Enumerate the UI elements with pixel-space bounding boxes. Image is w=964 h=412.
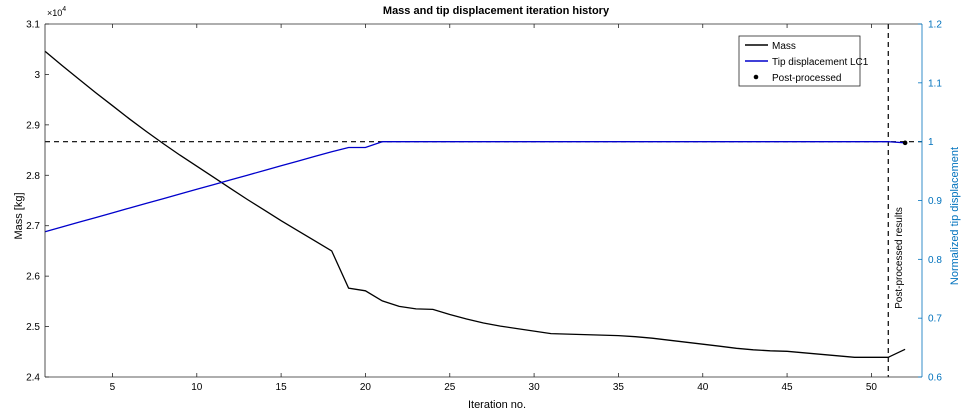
y-right-tick-label: 1.1 (928, 78, 942, 89)
y-right-tick-label: 0.8 (928, 255, 942, 266)
y-axis-left-label: Mass [kg] (13, 192, 25, 239)
x-tick-label: 20 (360, 382, 372, 393)
x-tick-label: 40 (697, 382, 709, 393)
y-right-tick-label: 1.2 (928, 20, 942, 31)
y-right-tick-label: 0.7 (928, 314, 942, 325)
y-left-tick-label: 2.9 (26, 120, 40, 131)
x-axis-label: Iteration no. (468, 399, 526, 411)
axes-layer: 5 10 15 20 25 30 35 40 45 50 2.4 2.5 2.6 2.7 2.8 2.9 3 3.… (26, 20, 942, 394)
series-mass-line (44, 50, 906, 358)
legend-post-label: Post-processed (772, 73, 841, 84)
legend-post-marker (753, 74, 759, 80)
y-left-tick-label: 2.6 (26, 272, 40, 283)
y-left-tick-label: 2.7 (26, 221, 40, 232)
series-tip-displacement-line (44, 141, 906, 233)
chart-title: Mass and tip displacement iteration hist… (383, 5, 610, 17)
legend: Mass Tip displacement LC1 Post-processed (738, 35, 869, 87)
x-tick-label: 30 (529, 382, 541, 393)
x-tick-label: 50 (866, 382, 878, 393)
x-tick-label: 25 (444, 382, 456, 393)
y-right-tick-label: 0.9 (928, 196, 942, 207)
data-layer (44, 24, 922, 377)
y-left-tick-label: 3 (34, 70, 40, 81)
y-axis-right-label: Normalized tip displacement (949, 147, 961, 285)
y-right-tick-label: 1 (928, 137, 934, 148)
x-tick-label: 5 (110, 382, 116, 393)
x-tick-label: 45 (782, 382, 794, 393)
y-left-tick-label: 2.5 (26, 322, 40, 333)
x-tick-label: 35 (613, 382, 625, 393)
legend-mass-label: Mass (772, 41, 796, 52)
y-left-tick-label: 2.8 (26, 171, 40, 182)
post-processed-point (902, 140, 908, 146)
legend-tip-label: Tip displacement LC1 (772, 57, 869, 68)
y-left-tick-label: 2.4 (26, 373, 40, 384)
y-axis-exponent: ×104 (47, 6, 66, 18)
post-processed-annotation: Post-processed results (894, 207, 905, 309)
y-left-tick-label: 3.1 (26, 20, 40, 31)
y-right-tick-label: 0.6 (928, 373, 942, 384)
x-tick-label: 10 (191, 382, 203, 393)
x-tick-label: 15 (276, 382, 288, 393)
